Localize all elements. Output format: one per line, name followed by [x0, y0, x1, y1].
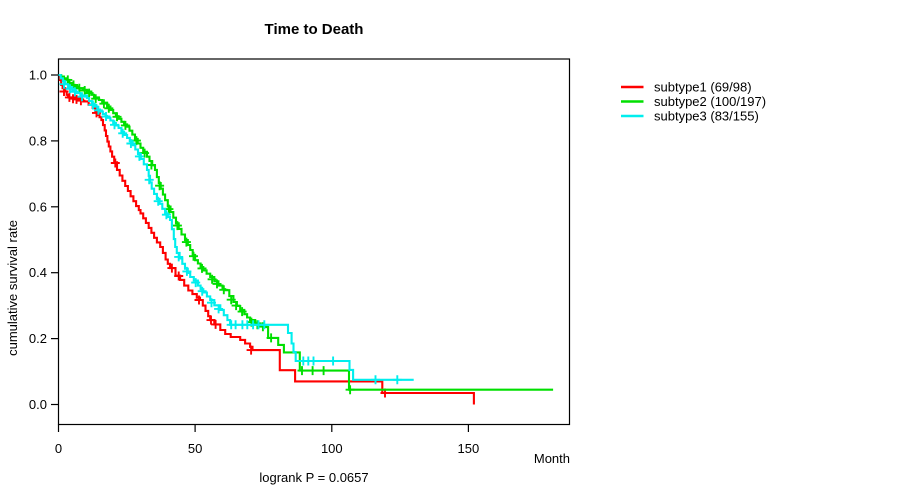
chart-title: Time to Death	[265, 21, 364, 38]
survival-curve-subtype1	[58, 73, 475, 405]
survival-curve-subtype2	[58, 73, 554, 391]
legend-label-subtype2: subtype2 (100/197)	[654, 94, 766, 109]
legend-item-subtype2: subtype2 (100/197)	[621, 94, 766, 109]
legend: subtype1 (69/98) subtype2 (100/197) subt…	[621, 80, 766, 124]
survival-curve-subtype3	[58, 73, 414, 381]
y-axis-title: cumulative survival rate	[5, 220, 20, 356]
y-axis: 0.0 0.2 0.4 0.6 0.8 1.0	[29, 68, 59, 412]
survival-curves	[58, 73, 554, 405]
censor-marks-subtype1	[59, 87, 390, 398]
y-axis-tick-label: 0.0	[29, 397, 47, 412]
x-axis: 0 50 100 150	[55, 424, 480, 456]
x-axis-tick-label: 100	[321, 441, 343, 456]
y-axis-tick-label: 0.2	[29, 331, 47, 346]
legend-item-subtype3: subtype3 (83/155)	[621, 109, 759, 124]
y-axis-tick-label: 1.0	[29, 68, 47, 83]
censor-marks-subtype3	[59, 79, 402, 385]
legend-label-subtype1: subtype1 (69/98)	[654, 80, 752, 95]
y-axis-tick-label: 0.4	[29, 265, 47, 280]
legend-item-subtype1: subtype1 (69/98)	[621, 80, 752, 95]
x-axis-tick-label: 150	[458, 441, 480, 456]
y-axis-tick-label: 0.6	[29, 199, 47, 214]
x-axis-title: Month	[534, 451, 570, 466]
censor-marks-subtype2	[63, 75, 355, 395]
x-axis-tick-label: 0	[55, 441, 62, 456]
plot-area-border	[57, 58, 571, 426]
x-axis-tick-label: 50	[188, 441, 202, 456]
y-axis-tick-label: 0.8	[29, 133, 47, 148]
logrank-pvalue-annotation: logrank P = 0.0657	[259, 470, 368, 485]
legend-label-subtype3: subtype3 (83/155)	[654, 109, 759, 124]
